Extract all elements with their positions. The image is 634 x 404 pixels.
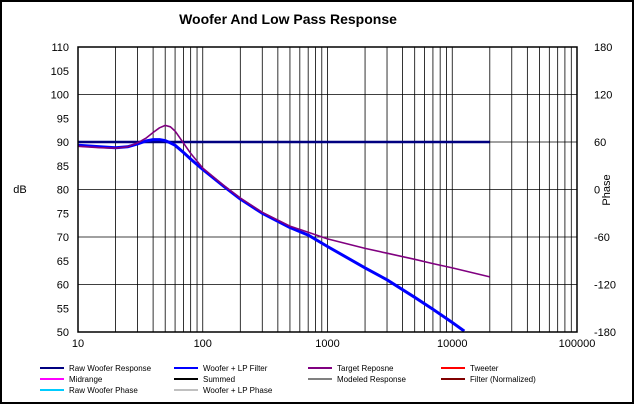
series-line-3 (77, 124, 490, 278)
y-tick-label: 110 (51, 42, 69, 54)
y-tick-label: 80 (57, 185, 69, 197)
y-tick-label: 105 (51, 66, 69, 78)
y-tick-label: 100 (51, 90, 69, 102)
y-tick-label: 90 (57, 137, 69, 149)
legend-label: Modeled Response (337, 375, 406, 384)
legend: Raw Woofer Response Woofer + LP Filter Tar… (40, 364, 536, 395)
x-tick-label: 100000 (559, 338, 596, 350)
y2-tick-label: 0 (594, 185, 600, 197)
y-tick-label: 75 (57, 208, 69, 220)
y-tick-label: 55 (57, 303, 69, 315)
y-tick-label: 85 (57, 161, 69, 173)
grid-lines (77, 46, 577, 333)
legend-label: Midrange (69, 375, 103, 384)
y-tick-label: 95 (57, 113, 69, 125)
y2-tick-label: -180 (594, 327, 616, 339)
y2-axis-label: Phase (601, 174, 613, 205)
y2-tick-label: -120 (594, 280, 616, 292)
y2-tick-label: 60 (594, 137, 606, 149)
series-group (77, 124, 490, 333)
plot-area-border (77, 46, 578, 333)
chart-title: Woofer And Low Pass Response (179, 11, 397, 27)
y-tick-label: 50 (57, 327, 69, 339)
x-tick-label: 10 (72, 338, 84, 350)
legend-label: Woofer + LP Filter (203, 364, 268, 373)
x-tick-label: 1000 (315, 338, 339, 350)
legend-label: Target Reposne (337, 364, 394, 373)
legend-label: Woofer + LP Phase (203, 386, 273, 395)
x-tick-label: 10000 (437, 338, 468, 350)
legend-label: Raw Woofer Phase (69, 386, 138, 395)
y-tick-label: 60 (57, 280, 69, 292)
legend-label: Filter (Normalized) (470, 375, 536, 384)
series-line-2 (77, 138, 466, 333)
legend-label: Raw Woofer Response (69, 364, 152, 373)
y2-tick-label: -60 (594, 232, 610, 244)
y-axis-label: dB (13, 184, 26, 196)
x-tick-label: 100 (194, 338, 212, 350)
legend-label: Tweeter (470, 364, 499, 373)
y2-tick-label: 120 (594, 90, 612, 102)
y2-tick-label: 180 (594, 42, 612, 54)
y-tick-label: 65 (57, 256, 69, 268)
legend-label: Summed (203, 375, 235, 384)
tick-labels: 10 100 1000 10000 10000050556065707580859095… (51, 42, 616, 350)
y-tick-label: 70 (57, 232, 69, 244)
